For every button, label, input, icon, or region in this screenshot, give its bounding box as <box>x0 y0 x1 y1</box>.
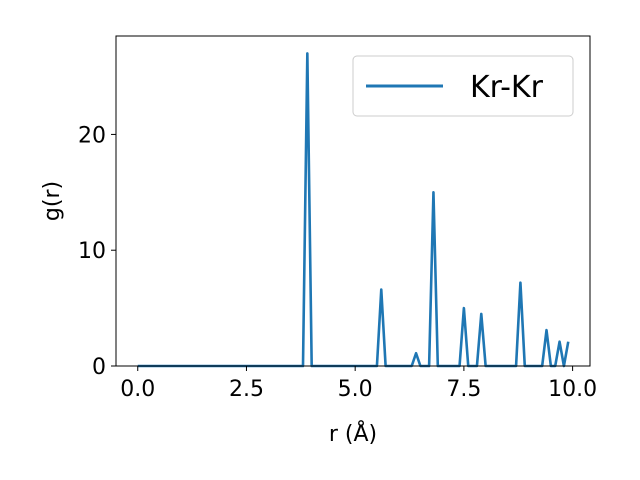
legend: Kr-Kr <box>352 55 574 117</box>
y-tick-label: 10 <box>78 239 106 264</box>
plot-area <box>137 52 570 368</box>
y-axis-label: g(r) <box>40 181 65 221</box>
legend-box <box>352 55 574 117</box>
legend-label-kr-kr: Kr-Kr <box>470 70 544 105</box>
x-axis-label: r (Å) <box>329 420 377 447</box>
series-line-kr-kr <box>137 52 570 368</box>
x-tick-label: 7.5 <box>446 377 481 402</box>
x-axis-ticks: 0.0 2.5 5.0 7.5 10.0 <box>120 366 597 402</box>
axes-frame <box>115 35 591 367</box>
y-axis-ticks: 0 10 20 <box>78 123 116 380</box>
x-tick-label: 2.5 <box>229 377 264 402</box>
y-tick-label: 0 <box>92 355 106 380</box>
x-tick-label: 0.0 <box>120 377 155 402</box>
y-tick-label: 20 <box>78 123 106 148</box>
x-tick-label: 10.0 <box>548 377 597 402</box>
x-tick-label: 5.0 <box>338 377 373 402</box>
